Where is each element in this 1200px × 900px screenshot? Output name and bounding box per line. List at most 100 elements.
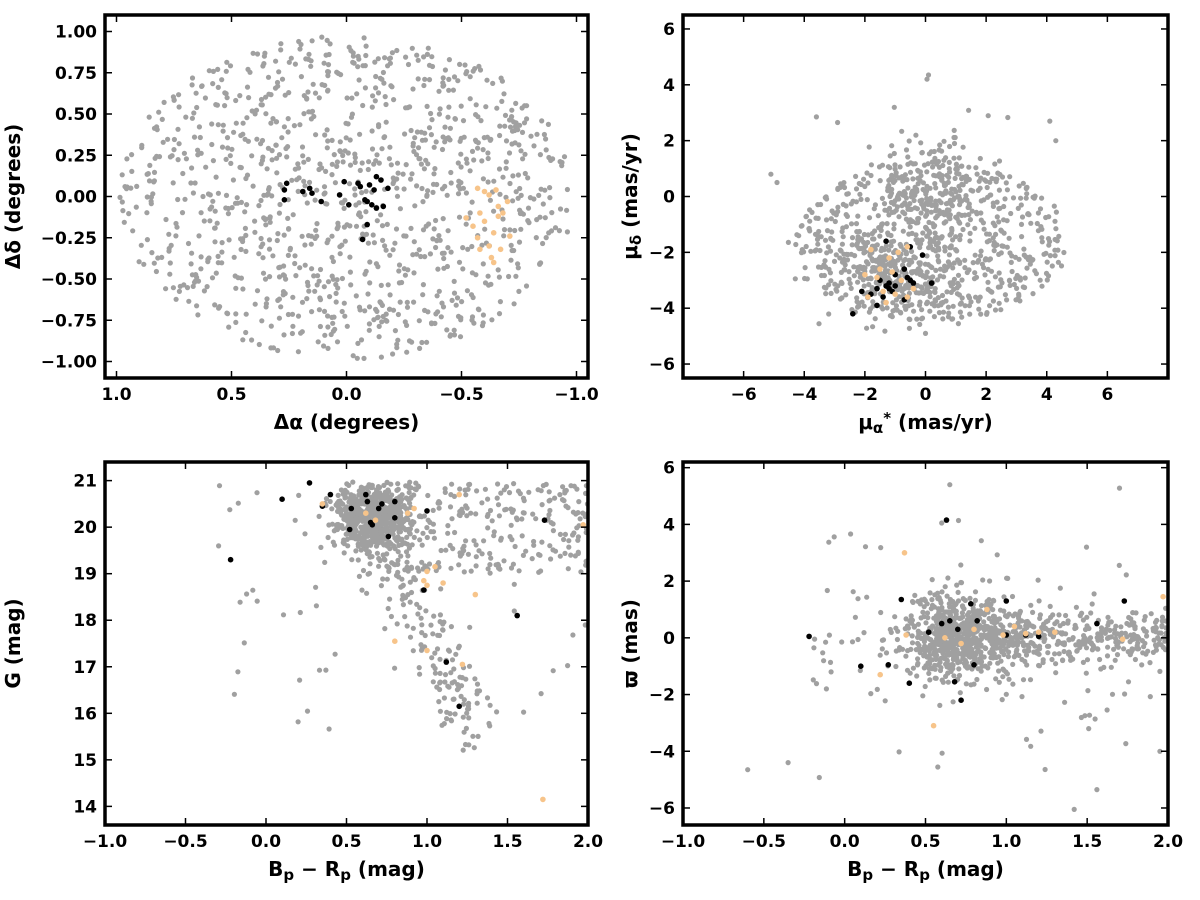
data-point — [1044, 643, 1051, 649]
data-point — [167, 271, 173, 277]
data-point — [454, 295, 461, 301]
data-point — [210, 68, 216, 74]
data-point — [490, 230, 497, 236]
data-point — [323, 667, 329, 673]
data-point — [1039, 195, 1045, 201]
data-point — [487, 550, 493, 557]
data-point — [416, 318, 422, 324]
data-point — [185, 240, 192, 247]
data-point — [547, 507, 553, 514]
data-point — [856, 246, 863, 252]
data-point — [344, 95, 350, 101]
data-point — [903, 249, 909, 255]
data-point — [387, 546, 393, 552]
data-point — [849, 639, 856, 645]
data-point — [235, 500, 241, 506]
data-point — [910, 176, 916, 182]
data-point — [930, 164, 936, 170]
x-tick-label: −1.0 — [661, 832, 706, 852]
data-point — [941, 190, 948, 196]
data-point — [949, 227, 955, 233]
data-point — [369, 128, 375, 134]
data-point — [956, 666, 962, 672]
data-point — [148, 194, 154, 200]
data-point — [906, 325, 913, 331]
data-point — [420, 292, 426, 298]
data-point — [518, 148, 524, 154]
data-point — [223, 156, 229, 162]
data-point — [154, 127, 160, 133]
data-point — [342, 238, 348, 244]
data-point — [383, 119, 389, 125]
data-point — [343, 510, 349, 517]
data-point — [957, 690, 963, 696]
data-point — [387, 306, 393, 312]
data-point — [851, 273, 857, 279]
data-point — [414, 183, 420, 189]
data-point — [546, 512, 552, 518]
data-point — [497, 132, 503, 139]
data-point — [196, 233, 202, 239]
data-point — [229, 146, 235, 152]
data-point — [957, 309, 964, 315]
data-point — [987, 660, 993, 666]
data-point — [473, 542, 479, 548]
data-point — [396, 574, 402, 580]
data-point — [905, 154, 911, 160]
data-point — [821, 284, 828, 290]
data-point — [448, 565, 454, 571]
axes-frame — [103, 13, 590, 380]
data-point — [456, 214, 463, 220]
data-point — [361, 536, 367, 542]
data-point — [426, 77, 433, 83]
data-point — [231, 254, 237, 260]
data-point — [491, 529, 497, 535]
data-point — [880, 294, 886, 300]
data-point — [480, 261, 486, 267]
data-point — [993, 635, 1000, 641]
data-point — [347, 269, 353, 275]
data-point — [522, 170, 528, 177]
data-point — [430, 189, 436, 195]
data-point — [1086, 625, 1092, 632]
data-point — [394, 487, 400, 493]
data-point — [242, 225, 248, 231]
data-point — [868, 275, 874, 281]
data-point — [993, 179, 999, 185]
data-point — [915, 168, 921, 174]
data-point — [430, 236, 436, 242]
data-point — [404, 623, 410, 629]
data-point — [965, 624, 971, 631]
data-point — [342, 313, 348, 319]
data-point — [404, 304, 411, 310]
data-point — [312, 90, 319, 96]
data-point — [214, 102, 220, 108]
data-point — [382, 94, 388, 100]
data-point — [465, 486, 471, 492]
data-point — [924, 253, 930, 259]
data-point — [233, 120, 239, 126]
data-point — [841, 256, 847, 262]
data-point — [864, 325, 870, 331]
data-point — [444, 327, 450, 333]
data-point — [299, 233, 305, 239]
data-point — [436, 699, 442, 705]
data-point — [317, 266, 324, 273]
data-point — [953, 166, 959, 172]
data-point — [560, 484, 566, 490]
data-point — [861, 244, 867, 251]
data-point — [976, 178, 982, 184]
data-point — [334, 277, 340, 283]
data-point — [501, 487, 507, 493]
data-point — [330, 320, 336, 326]
data-point — [266, 185, 272, 191]
data-point — [207, 218, 213, 224]
data-point — [934, 277, 941, 283]
data-point — [546, 489, 552, 495]
data-point — [933, 208, 939, 214]
data-point — [461, 701, 467, 707]
data-point — [422, 307, 428, 313]
data-point — [946, 665, 952, 671]
y-tick-label: −0.50 — [41, 270, 97, 290]
data-point — [146, 178, 153, 184]
